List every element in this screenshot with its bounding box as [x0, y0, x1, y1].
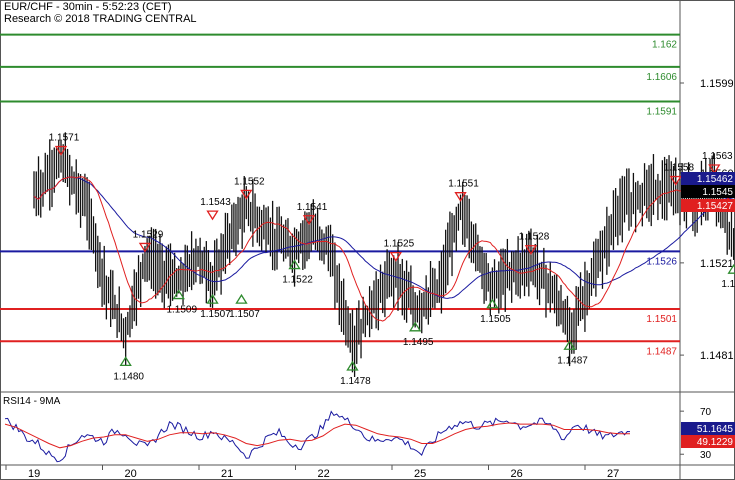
time-tick-label: 22 — [318, 468, 330, 480]
time-tick-label: 20 — [125, 468, 137, 480]
price-badge — [681, 172, 735, 185]
rsi-badge — [681, 422, 735, 435]
copyright-text: Research © 2018 TRADING CENTRAL — [4, 13, 197, 25]
swing-high-marker — [454, 192, 467, 202]
price-tick-label: 1.1521 — [700, 258, 734, 270]
level-label: 1.1591 — [646, 106, 677, 117]
swing-low-marker — [486, 298, 499, 309]
time-tick-label: 25 — [414, 468, 426, 480]
swing-low-marker — [409, 321, 422, 332]
level-label: 1.1526 — [646, 256, 677, 267]
rsi-badge-label: 49.1229 — [697, 437, 734, 448]
swing-high-marker — [302, 215, 316, 225]
price-badge — [681, 199, 735, 212]
rsi-ma-line — [4, 422, 630, 449]
swing-high-marker — [240, 189, 253, 200]
price-badge-label: 1.15427 — [697, 201, 734, 212]
rsi-line — [4, 410, 631, 463]
rsi-badge-label: 51.1645 — [697, 424, 734, 435]
swing-high-label: 1.1558 — [663, 163, 694, 174]
chart-title: EUR/CHF - 30min - 5:52:23 (CET) — [4, 1, 172, 13]
swing-low-label: 1.1520 — [721, 279, 735, 290]
swing-high-label: 1.1525 — [384, 239, 415, 250]
swing-high-label: 1.1529 — [133, 229, 164, 240]
swing-high-marker — [389, 251, 403, 262]
swing-high-label: 1.1571 — [49, 133, 80, 144]
price-tick-label: 1.1599 — [700, 78, 734, 90]
price-badge-label: 1.1545 — [702, 187, 733, 198]
swing-high-marker — [54, 145, 68, 156]
time-tick-label: 19 — [28, 468, 40, 480]
price-badge-label: 1.15462 — [697, 174, 734, 185]
swing-low-marker — [346, 360, 359, 371]
swing-high-marker — [708, 164, 721, 175]
rsi-badge — [681, 435, 735, 448]
swing-high-marker — [524, 245, 538, 255]
swing-high-label: 1.1552 — [234, 176, 265, 187]
price-badge — [681, 185, 735, 198]
swing-low-marker — [727, 263, 735, 274]
level-label: 1.1501 — [646, 314, 677, 325]
swing-low-label: 1.1507 — [229, 309, 260, 320]
rsi-tick-label: 30 — [700, 450, 712, 461]
swing-high-label: 1.1528 — [519, 232, 550, 243]
swing-low-label: 1.1487 — [557, 355, 588, 366]
time-tick-label: 21 — [221, 468, 233, 480]
swing-high-marker — [138, 242, 152, 253]
swing-low-label: 1.1495 — [403, 337, 434, 348]
swing-high-marker — [206, 210, 219, 221]
swing-low-label: 1.1507 — [200, 309, 231, 320]
swing-low-label: 1.1509 — [166, 305, 197, 316]
swing-high-label: 1.1541 — [297, 202, 328, 213]
swing-low-marker — [235, 293, 248, 304]
moving-average-slow — [33, 176, 735, 299]
time-tick-label: 27 — [607, 468, 619, 480]
swing-low-label: 1.1505 — [480, 314, 511, 325]
time-tick-label: 26 — [511, 468, 523, 480]
rsi-tick-label: 70 — [700, 407, 712, 418]
swing-low-marker — [119, 356, 132, 367]
swing-low-label: 1.1522 — [282, 275, 313, 286]
swing-low-label: 1.1480 — [113, 371, 144, 382]
swing-low-marker — [206, 293, 219, 304]
swing-low-marker — [172, 289, 185, 300]
swing-high-label: 1.1551 — [448, 179, 479, 190]
price-tick-label: 1.1481 — [700, 350, 734, 362]
swing-low-marker — [288, 259, 301, 270]
level-label: 1.162 — [652, 40, 677, 51]
swing-low-marker — [563, 340, 576, 350]
swing-low-label: 1.1478 — [340, 376, 371, 387]
swing-high-label: 1.1543 — [200, 197, 231, 208]
level-label: 1.1606 — [646, 72, 677, 83]
swing-high-label: 1.1563 — [702, 151, 733, 162]
swing-high-marker — [669, 175, 682, 186]
rsi-title: RSI14 - 9MA — [3, 396, 61, 407]
level-label: 1.1487 — [646, 346, 677, 357]
